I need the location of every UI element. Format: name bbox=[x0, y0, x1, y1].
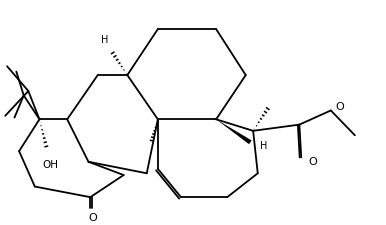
Polygon shape bbox=[216, 119, 252, 144]
Text: O: O bbox=[309, 157, 317, 167]
Text: H: H bbox=[260, 141, 267, 151]
Text: O: O bbox=[335, 102, 344, 112]
Text: H: H bbox=[100, 35, 108, 45]
Text: O: O bbox=[89, 213, 98, 223]
Text: OH: OH bbox=[42, 160, 58, 170]
